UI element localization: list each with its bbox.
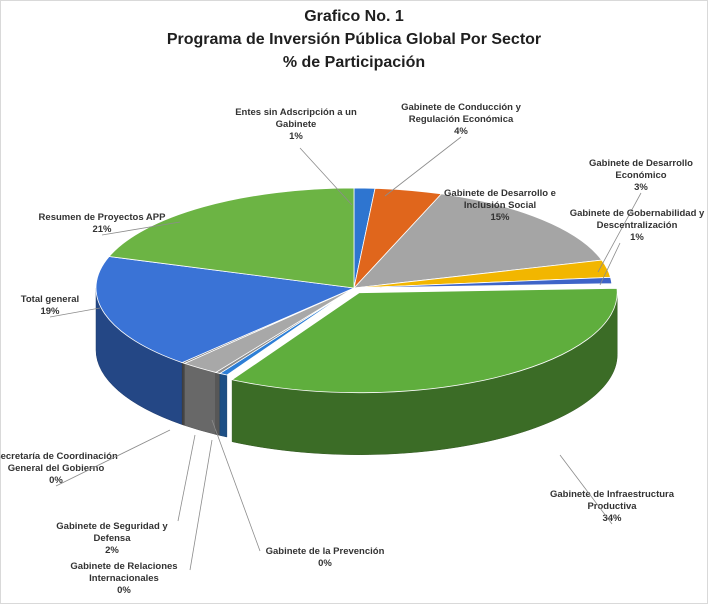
chart-title: Grafico No. 1 <box>304 8 404 25</box>
pie-slice-side <box>215 372 221 436</box>
pie-slice <box>352 193 603 289</box>
slice-label: Gabinete de Gobernabilidad y Descentraliz… <box>570 208 705 243</box>
leader-line <box>177 434 196 522</box>
pie-slice <box>353 276 613 289</box>
slice-label: Gabinete de Relaciones Internacionales 0% <box>70 561 177 596</box>
leader-line <box>189 439 213 571</box>
chart-subtitle: Programa de Inversión Pública Global Por… <box>166 31 542 48</box>
pie-slice <box>95 256 356 364</box>
leader-line <box>299 147 353 206</box>
slice-label: Gabinete de Seguridad y Defensa 2% <box>56 521 168 556</box>
leader-line <box>599 242 621 286</box>
leader-line <box>55 429 171 487</box>
chart-subtitle-participation: % de Participación <box>282 54 426 71</box>
pie-slice <box>231 287 618 394</box>
slice-label: Resumen de Proyectos APP 21% <box>39 212 167 235</box>
pie-slice-side <box>184 363 217 435</box>
pie-slice <box>108 187 355 289</box>
leader-line <box>49 307 101 318</box>
leader-line <box>101 221 181 236</box>
leader-line <box>211 419 261 552</box>
slice-label: Gabinete de Desarrollo e Inclusión Social… <box>444 188 556 223</box>
slice-label: Gabinete de Conducción y Regulación Econó… <box>401 102 522 137</box>
slice-label: Gabinete de Infraestructura Productiva 34% <box>550 489 675 524</box>
leader-line <box>384 136 462 197</box>
slice-label: Entes sin Adscripción a un Gabinete 1% <box>235 107 357 142</box>
leader-line <box>597 192 642 273</box>
pie-slice-side <box>219 373 228 438</box>
leader-line <box>559 454 613 525</box>
pie-slice-side <box>181 362 185 426</box>
slice-label: Secretaría de Coordinación General del Go… <box>0 451 118 486</box>
slice-label: Gabinete de la Prevención 0% <box>266 546 385 569</box>
slice-label: Gabinete de Desarrollo Económico 3% <box>589 158 693 193</box>
slice-label: Total general 19% <box>21 294 79 317</box>
